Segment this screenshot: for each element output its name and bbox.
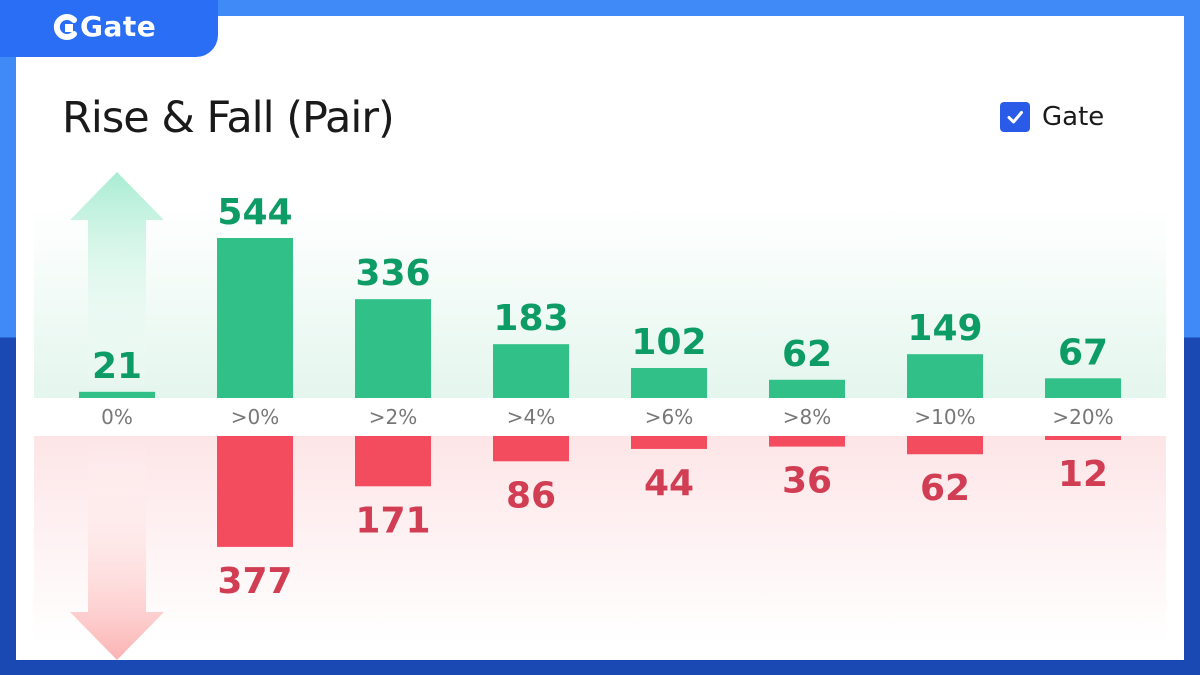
fall-bar — [217, 436, 293, 547]
fall-background — [34, 436, 1166, 642]
rise-bar — [1045, 378, 1121, 398]
rise-bar — [79, 391, 155, 398]
x-tick-label: >2% — [369, 405, 418, 429]
rise-value-label: 149 — [907, 308, 982, 349]
fall-bar — [631, 436, 707, 449]
rise-value-label: 62 — [782, 334, 832, 375]
rise-bar — [355, 299, 431, 398]
rise-value-label: 544 — [217, 192, 292, 233]
rise-value-label: 102 — [631, 322, 706, 363]
fall-value-label: 62 — [920, 468, 970, 509]
legend-label: Gate — [1042, 102, 1105, 132]
rise-value-label: 336 — [355, 253, 430, 294]
x-tick-label: >4% — [507, 405, 556, 429]
rise-bar — [769, 379, 845, 398]
rise-bar — [907, 354, 983, 398]
fall-value-label: 86 — [506, 475, 556, 516]
x-tick-label: 0% — [101, 405, 133, 429]
fall-bar — [769, 436, 845, 447]
legend[interactable]: Gate — [1000, 102, 1104, 132]
fall-arrow-icon — [70, 440, 164, 660]
rise-background — [34, 205, 1166, 398]
fall-bar — [1045, 436, 1121, 440]
rise-value-label: 67 — [1058, 332, 1108, 373]
x-tick-label: >10% — [914, 405, 975, 429]
rise-bar — [631, 368, 707, 398]
fall-value-label: 36 — [782, 461, 832, 502]
gate-logo-icon — [53, 14, 77, 40]
chart-title: Rise & Fall (Pair) — [62, 93, 395, 143]
checkbox-checked-icon[interactable] — [1000, 102, 1030, 132]
fall-value-label: 44 — [644, 463, 694, 504]
fall-bar — [907, 436, 983, 455]
rise-arrow-icon — [70, 172, 164, 395]
fall-bar — [355, 436, 431, 487]
x-tick-label: >20% — [1052, 405, 1113, 429]
fall-value-label: 12 — [1058, 454, 1108, 495]
rise-value-label: 21 — [92, 346, 142, 387]
x-tick-label: >6% — [645, 405, 694, 429]
brand-name: Gate — [80, 10, 157, 43]
rise-bar — [493, 344, 569, 398]
fall-bar — [493, 436, 569, 462]
brand-tab: Gate — [0, 0, 218, 57]
x-tick-label: >8% — [783, 405, 832, 429]
rise-value-label: 183 — [493, 298, 568, 339]
x-tick-label: >0% — [231, 405, 280, 429]
fall-value-label: 171 — [355, 500, 430, 541]
fall-value-label: 377 — [217, 561, 292, 602]
rise-bar — [217, 238, 293, 398]
